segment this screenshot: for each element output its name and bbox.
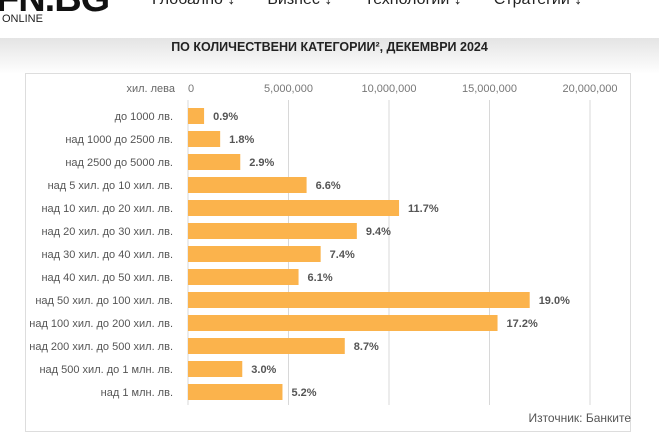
category-label: над 30 хил. до 40 хил. лв. bbox=[41, 249, 173, 261]
nav-item-technology[interactable]: Технологии ↓ bbox=[364, 0, 461, 9]
category-label: над 1000 до 2500 лв. bbox=[65, 134, 173, 146]
category-label: над 200 хил. до 500 хил. лв. bbox=[29, 341, 173, 353]
data-label: 17.2% bbox=[507, 318, 538, 330]
bar bbox=[188, 200, 400, 216]
nav-item-global[interactable]: Глобално ↓ bbox=[152, 0, 235, 9]
category-label: над 1 млн. лв. bbox=[101, 387, 173, 399]
data-label: 2.9% bbox=[249, 157, 274, 169]
x-tick-label: 5,000,000 bbox=[264, 83, 313, 95]
main-nav: Глобално ↓ Бизнес ↓ Технологии ↓ Стратег… bbox=[152, 0, 582, 9]
x-tick-label: 20,000,000 bbox=[562, 83, 617, 95]
data-label: 7.4% bbox=[330, 249, 355, 261]
chart-source: Източник: Банките bbox=[528, 411, 631, 425]
site-logo[interactable]: FN.BG bbox=[0, 0, 110, 21]
category-label: до 1000 лв. bbox=[115, 111, 173, 123]
bar bbox=[188, 246, 321, 262]
bar bbox=[188, 131, 221, 147]
data-label: 19.0% bbox=[539, 295, 570, 307]
bar bbox=[188, 292, 530, 308]
category-label: над 50 хил. до 100 хил. лв. bbox=[35, 295, 173, 307]
data-label: 9.4% bbox=[366, 226, 391, 238]
title-band bbox=[0, 38, 659, 74]
category-label: над 2500 до 5000 лв. bbox=[65, 157, 173, 169]
data-label: 8.7% bbox=[354, 341, 379, 353]
category-label: над 5 хил. до 10 хил. лв. bbox=[48, 180, 173, 192]
bar bbox=[188, 361, 243, 377]
data-label: 6.1% bbox=[308, 272, 333, 284]
bar bbox=[188, 108, 205, 124]
bar bbox=[188, 177, 307, 193]
bar bbox=[188, 269, 299, 285]
bar bbox=[188, 154, 241, 170]
data-label: 3.0% bbox=[251, 364, 276, 376]
category-label: над 40 хил. до 50 хил. лв. bbox=[41, 272, 173, 284]
x-tick-label: 0 bbox=[188, 83, 194, 95]
data-label: 0.9% bbox=[213, 111, 238, 123]
nav-item-business[interactable]: Бизнес ↓ bbox=[267, 0, 332, 9]
bar bbox=[188, 315, 498, 331]
category-label: над 100 хил. до 200 хил. лв. bbox=[29, 318, 173, 330]
data-label: 1.8% bbox=[229, 134, 254, 146]
chart-title: ПО КОЛИЧЕСТВЕНИ КАТЕГОРИИ², ДЕКЕМВРИ 202… bbox=[171, 40, 488, 54]
category-label: над 500 хил. до 1 млн. лв. bbox=[39, 364, 173, 376]
bar bbox=[188, 384, 283, 400]
chart-frame bbox=[25, 73, 631, 432]
category-label: над 20 хил. до 30 хил. лв. bbox=[41, 226, 173, 238]
nav-item-strategies[interactable]: Стратегии ↓ bbox=[494, 0, 583, 9]
data-label: 11.7% bbox=[408, 203, 439, 215]
data-label: 5.2% bbox=[291, 387, 316, 399]
bar bbox=[188, 223, 357, 239]
x-axis-label: хил. лева bbox=[126, 83, 175, 95]
logo-subtitle: ONLINE bbox=[2, 13, 43, 25]
site-header: FN.BG ONLINE Глобално ↓ Бизнес ↓ Техноло… bbox=[0, 0, 659, 40]
category-label: над 10 хил. до 20 хил. лв. bbox=[41, 203, 173, 215]
x-tick-label: 10,000,000 bbox=[361, 83, 416, 95]
x-tick-label: 15,000,000 bbox=[462, 83, 517, 95]
bar bbox=[188, 338, 345, 354]
data-label: 6.6% bbox=[316, 180, 341, 192]
